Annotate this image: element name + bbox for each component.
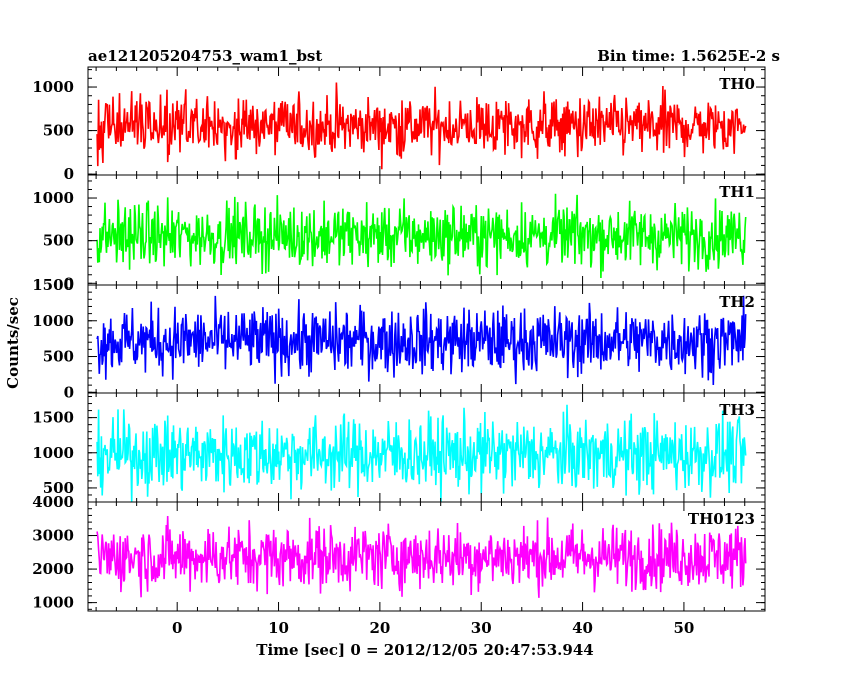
- y-tick-label: 1500: [32, 276, 74, 294]
- x-tick-label: 30: [471, 619, 492, 637]
- x-tick-label: 0: [172, 619, 182, 637]
- series-th1-line: [96, 193, 747, 279]
- y-tick-label: 4000: [32, 493, 74, 511]
- x-tick-label: 10: [268, 619, 289, 637]
- y-tick-label: 500: [43, 232, 74, 250]
- y-tick-label: 1000: [32, 594, 74, 612]
- panel-th1: 0 500 1000 TH1: [32, 174, 766, 292]
- x-axis-label: Time [sec] 0 = 2012/12/05 20:47:53.944: [256, 641, 593, 659]
- panel-th0: 0 500 1000 TH0: [32, 66, 766, 183]
- y-axis-label: Counts/sec: [4, 297, 22, 389]
- y-tick-label: 1000: [32, 444, 74, 462]
- panel-label: TH1: [719, 183, 755, 201]
- x-tick-label: 50: [673, 619, 694, 637]
- x-tick-label: 20: [369, 619, 390, 637]
- bin-time-label: Bin time: 1.5625E-2 s: [597, 47, 780, 65]
- panel-label: TH0: [719, 75, 755, 93]
- series-th0-line: [96, 82, 747, 170]
- y-tick-label: 1500: [32, 409, 74, 427]
- y-tick-label: 1000: [32, 312, 74, 330]
- y-tick-label: 3000: [32, 527, 74, 545]
- panel-frame: [87, 501, 766, 612]
- y-tick-label: 500: [43, 122, 74, 140]
- chart-title: ae121205204753_wam1_bst: [88, 47, 322, 65]
- x-tick-label: 40: [572, 619, 593, 637]
- y-tick-label: 0: [64, 383, 74, 401]
- y-tick-label: 2000: [32, 560, 74, 578]
- y-tick-label: 0: [64, 165, 74, 183]
- panel-label: TH0123: [688, 510, 755, 528]
- y-tick-label: 1000: [32, 78, 74, 96]
- y-tick-label: 0: [64, 274, 74, 292]
- panel-th3: 500 1000 1500 TH3: [32, 392, 766, 503]
- y-tick-label: 500: [43, 348, 74, 366]
- series-th3-line: [96, 404, 747, 503]
- panel-th0123: 1000 2000 3000 4000 TH0123: [32, 493, 766, 612]
- y-tick-label: 1000: [32, 189, 74, 207]
- series-th2-line: [96, 295, 747, 386]
- y-tick-label: 500: [43, 479, 74, 497]
- panel-th2: 0 500 1000 1500 TH2: [32, 276, 766, 401]
- panel-label: TH3: [719, 401, 755, 419]
- panel-label: TH2: [719, 293, 755, 311]
- series-th0123-line: [96, 515, 747, 598]
